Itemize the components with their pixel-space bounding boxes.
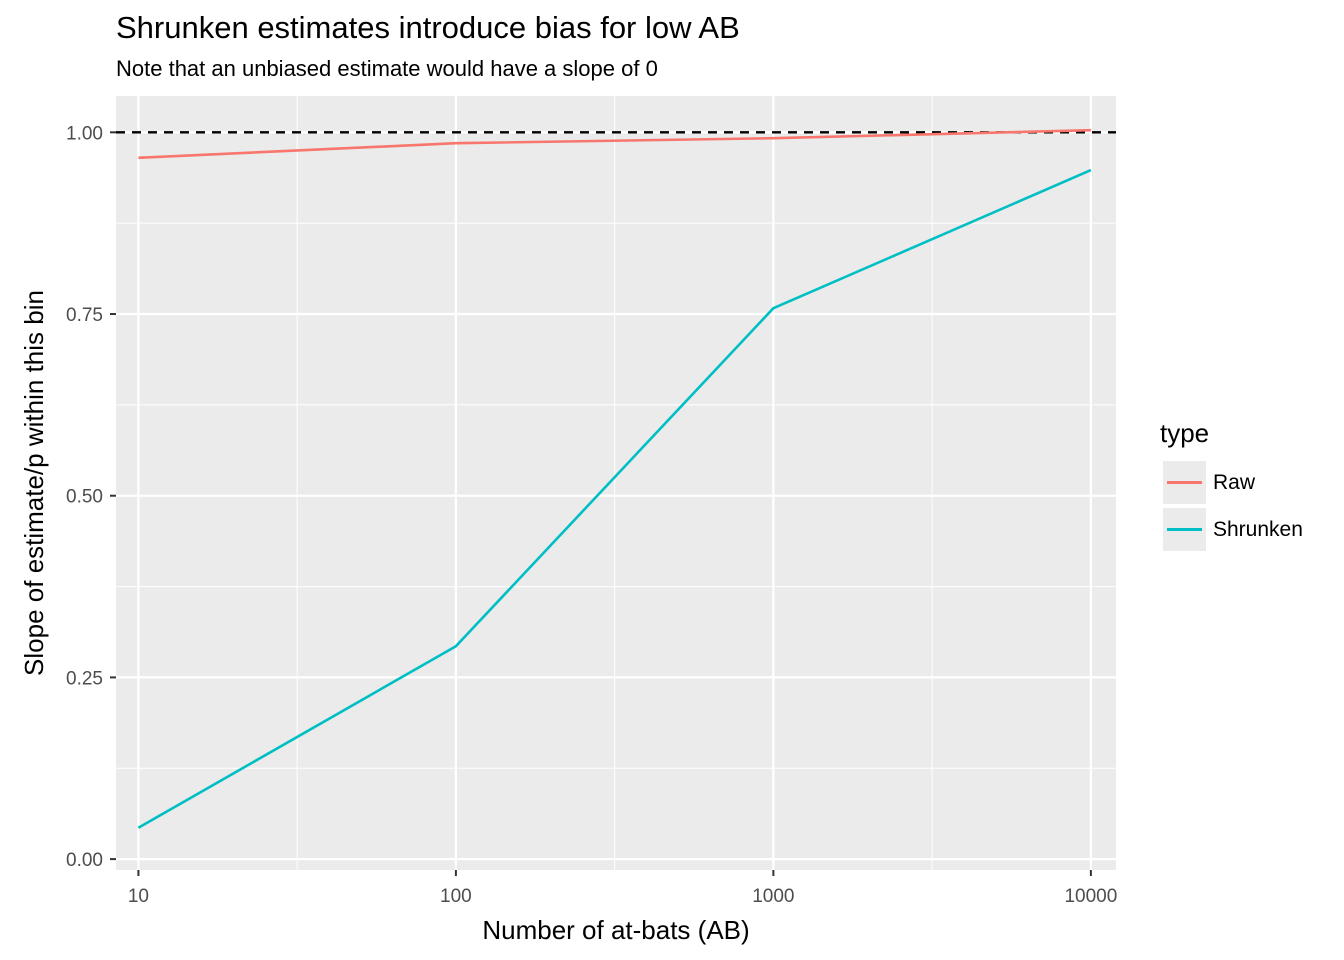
legend-title: type	[1160, 418, 1210, 448]
y-axis: 0.00 0.25 0.50 0.75 1.00	[66, 123, 116, 871]
legend-item-raw: Raw	[1160, 459, 1303, 506]
x-axis-title: Number of at-bats (AB)	[482, 915, 749, 945]
series-layer	[137, 128, 1092, 829]
legend-item-shrunken: Shrunken	[1160, 506, 1303, 553]
chart-subtitle: Note that an unbiased estimate would hav…	[116, 56, 658, 81]
minor-gridlines	[116, 96, 1116, 870]
series-line-shrunken	[137, 168, 1092, 829]
y-tick-label: 0.00	[66, 850, 103, 871]
legend: type Raw Shrunken	[1160, 418, 1303, 553]
x-tick-label: 10000	[1064, 886, 1117, 907]
legend-swatch-raw	[1167, 481, 1202, 484]
y-axis-title: Slope of estimate/p within this bin	[19, 290, 49, 676]
legend-label-raw: Raw	[1213, 470, 1256, 494]
series-line-raw	[138, 128, 1091, 160]
legend-key-shrunken	[1163, 508, 1206, 551]
y-tick-label: 0.50	[66, 487, 103, 508]
x-axis: 10 100 1000 10000	[128, 870, 1117, 907]
legend-key-raw	[1163, 461, 1206, 504]
y-tick-label: 0.25	[66, 668, 103, 689]
y-tick-label: 1.00	[66, 123, 103, 144]
legend-label-shrunken: Shrunken	[1213, 517, 1303, 541]
x-tick-label: 1000	[752, 886, 794, 907]
chart-title: Shrunken estimates introduce bias for lo…	[116, 10, 740, 45]
y-tick-label: 0.75	[66, 305, 103, 326]
plot-panel	[116, 96, 1116, 870]
x-tick-label: 10	[128, 886, 149, 907]
x-tick-label: 100	[440, 886, 472, 907]
legend-swatch-shrunken	[1167, 528, 1202, 531]
